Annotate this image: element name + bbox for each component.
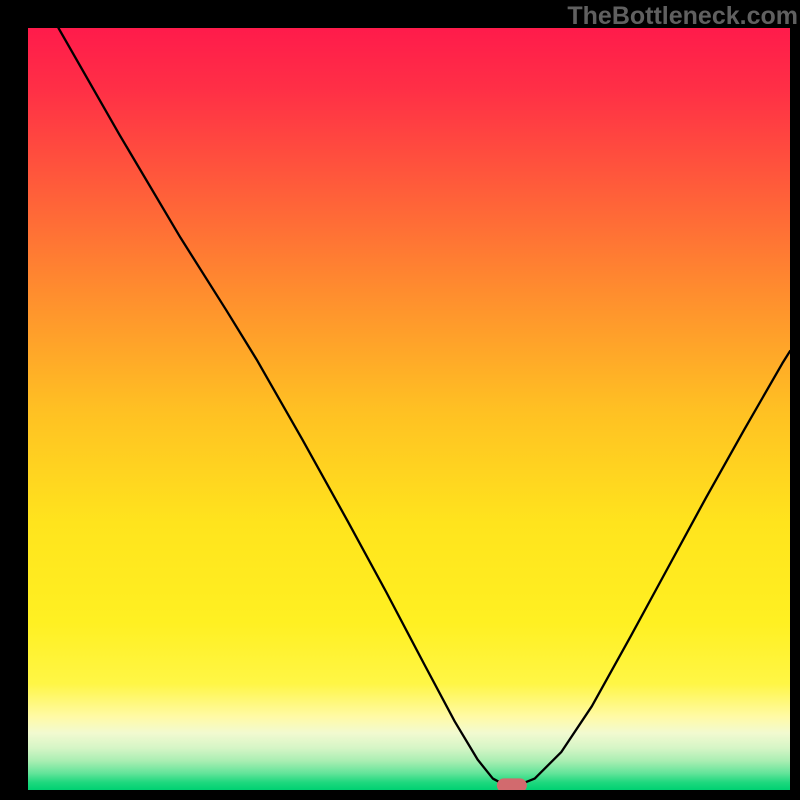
- optimum-marker: [497, 778, 527, 790]
- watermark-text: TheBottleneck.com: [567, 2, 798, 31]
- frame-left: [0, 0, 28, 800]
- plot-area: [28, 28, 790, 790]
- frame-bottom: [0, 790, 800, 800]
- frame-right: [790, 0, 800, 800]
- gradient-background: [28, 28, 790, 790]
- chart-svg: [28, 28, 790, 790]
